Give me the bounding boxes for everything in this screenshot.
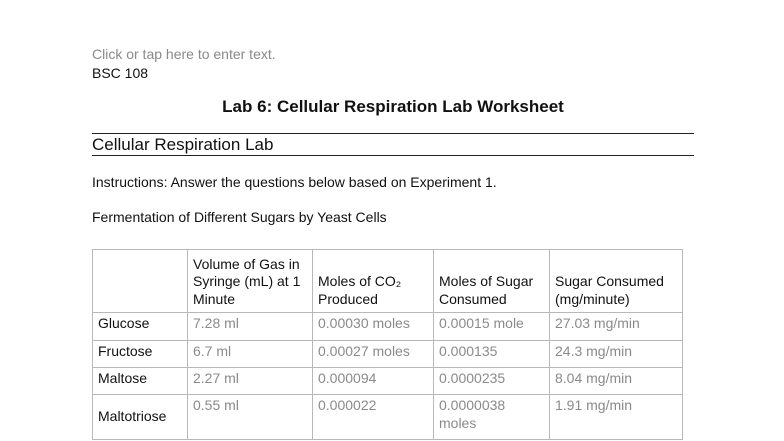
sugar-name-cell: Maltose — [92, 367, 188, 395]
moles-co2-cell[interactable]: 0.000022 — [312, 394, 434, 440]
moles-co2-cell[interactable]: 0.000094 — [312, 367, 434, 395]
volume-cell[interactable]: 0.55 ml — [187, 394, 313, 440]
document-page: Click or tap here to enter text. BSC 108… — [92, 44, 694, 440]
worksheet-title: Lab 6: Cellular Respiration Lab Workshee… — [222, 97, 564, 116]
sugar-consumed-cell[interactable]: 8.04 mg/min — [549, 367, 683, 395]
table-row: Maltose 2.27 ml 0.000094 0.0000235 8.04 … — [92, 367, 683, 395]
table-caption: Fermentation of Different Sugars by Yeas… — [92, 209, 387, 225]
moles-sugar-cell[interactable]: 0.0000038 moles — [433, 394, 550, 440]
volume-cell[interactable]: 6.7 ml — [187, 340, 313, 368]
table-row: Maltotriose 0.55 ml 0.000022 0.0000038 m… — [92, 394, 683, 440]
sugar-consumed-cell[interactable]: 24.3 mg/min — [549, 340, 683, 368]
moles-sugar-cell[interactable]: 0.000135 — [433, 340, 550, 368]
sugar-consumed-cell[interactable]: 27.03 mg/min — [549, 312, 683, 341]
instructions-text: Instructions: Answer the questions below… — [92, 174, 497, 190]
sugar-consumed-cell[interactable]: 1.91 mg/min — [549, 394, 683, 440]
header-cell-sugar-consumed: Sugar Consumed (mg/minute) — [549, 249, 683, 313]
moles-co2-cell[interactable]: 0.00027 moles — [312, 340, 434, 368]
course-code: BSC 108 — [92, 65, 149, 81]
volume-cell[interactable]: 2.27 ml — [187, 367, 313, 395]
sugar-name-cell: Fructose — [92, 340, 188, 368]
moles-sugar-cell[interactable]: 0.00015 mole — [433, 312, 550, 341]
section-heading: Cellular Respiration Lab — [92, 133, 694, 156]
header-cell-moles-co2: Moles of CO₂ Produced — [312, 249, 434, 313]
table-row: Glucose 7.28 ml 0.00030 moles 0.00015 mo… — [92, 312, 683, 341]
header-cell-volume: Volume of Gas in Syringe (mL) at 1 Minut… — [187, 249, 313, 313]
table-row: Fructose 6.7 ml 0.00027 moles 0.000135 2… — [92, 340, 683, 368]
text-placeholder-field[interactable]: Click or tap here to enter text. — [92, 46, 276, 62]
moles-sugar-cell[interactable]: 0.0000235 — [433, 367, 550, 395]
header-cell-empty — [92, 249, 188, 313]
table-header-row: Volume of Gas in Syringe (mL) at 1 Minut… — [92, 249, 683, 313]
moles-co2-cell[interactable]: 0.00030 moles — [312, 312, 434, 341]
header-cell-moles-sugar: Moles of Sugar Consumed — [433, 249, 550, 313]
sugar-name-cell: Glucose — [92, 312, 188, 341]
volume-cell[interactable]: 7.28 ml — [187, 312, 313, 341]
fermentation-table: Volume of Gas in Syringe (mL) at 1 Minut… — [92, 249, 683, 440]
sugar-name-cell: Maltotriose — [92, 394, 188, 440]
